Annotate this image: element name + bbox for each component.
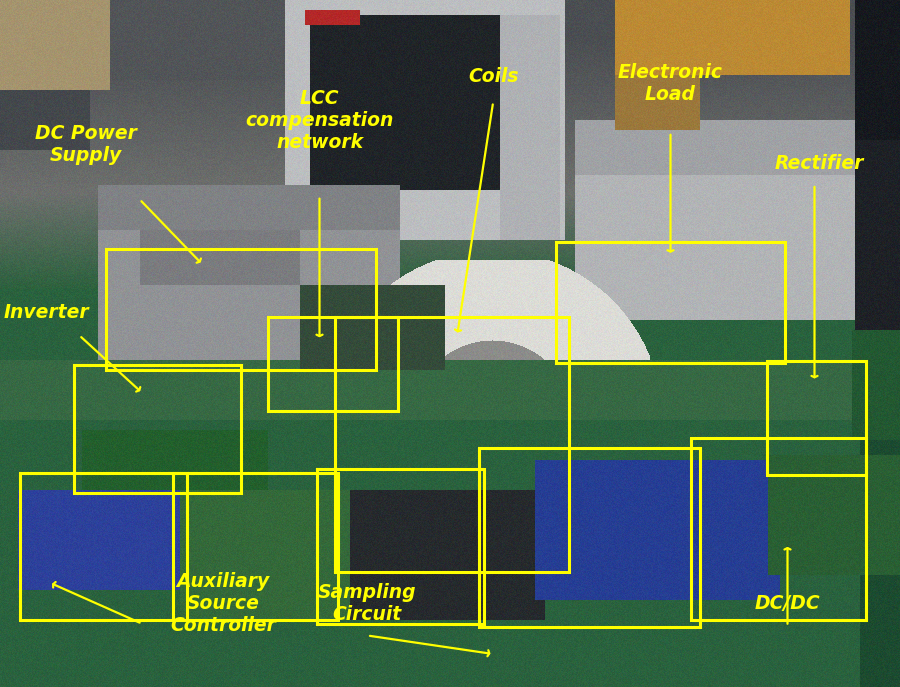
- Bar: [335, 317, 569, 572]
- Bar: [317, 469, 484, 624]
- Text: Rectifier: Rectifier: [774, 154, 864, 173]
- Text: Electronic
Load: Electronic Load: [618, 63, 723, 104]
- Text: Coils: Coils: [468, 67, 518, 87]
- Bar: [268, 317, 398, 411]
- Bar: [691, 438, 866, 620]
- Text: Auxiliary
Source
Controller: Auxiliary Source Controller: [170, 572, 276, 635]
- Text: Inverter: Inverter: [4, 303, 90, 322]
- Text: DC Power
Supply: DC Power Supply: [34, 124, 137, 165]
- Bar: [556, 242, 785, 363]
- Text: LCC
compensation
network: LCC compensation network: [246, 89, 393, 152]
- Bar: [106, 249, 376, 370]
- Bar: [20, 473, 187, 620]
- Bar: [479, 448, 700, 627]
- Bar: [74, 365, 241, 493]
- Text: Sampling
Circuit: Sampling Circuit: [318, 583, 417, 624]
- Text: DC/DC: DC/DC: [755, 594, 820, 613]
- Bar: [173, 473, 338, 620]
- Bar: [767, 361, 866, 475]
